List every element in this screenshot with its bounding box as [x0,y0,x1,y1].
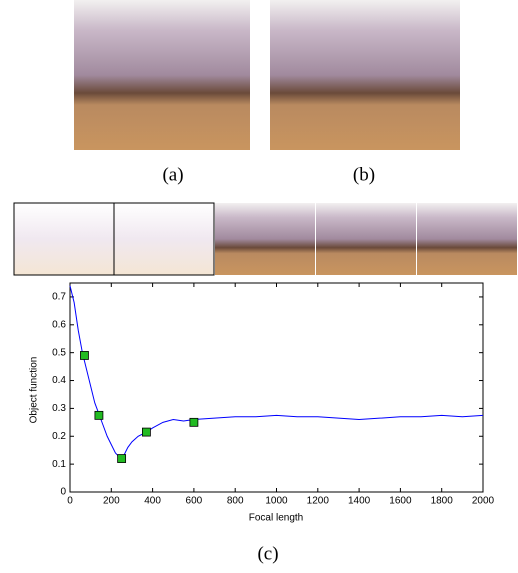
marker [80,351,89,360]
y-tick-label: 0.4 [52,375,66,386]
y-tick-label: 0.3 [52,403,66,414]
marker [117,454,127,463]
x-tick-label: 1400 [348,496,371,507]
x-tick-label: 1600 [389,496,412,507]
y-tick-label: 0.6 [52,319,66,330]
marker [94,410,104,420]
thumbnail [215,203,315,275]
x-tick-label: 2000 [472,496,495,507]
thumbnail [13,202,115,276]
y-tick-label: 0.1 [52,459,66,470]
thumbnail [417,203,517,275]
marker [142,427,151,437]
x-tick-label: 1000 [265,496,288,507]
x-tick-label: 200 [103,496,120,507]
x-tick-label: 1800 [431,496,454,507]
caption-c: (c) [257,543,278,564]
thumbnail [113,202,215,276]
caption-a: (a) [162,164,183,185]
x-tick-label: 800 [227,496,244,507]
axes-box [69,282,484,493]
x-axis-label: Focal length [249,513,303,524]
x-tick-label: 400 [144,496,161,507]
y-tick-label: 0.2 [52,431,66,442]
y-axis-label: Object function [29,357,40,424]
caption-b: (b) [353,164,375,185]
y-tick-label: 0.5 [52,347,66,358]
x-tick-label: 600 [186,496,203,507]
y-tick-label: 0 [60,487,66,498]
marker [189,417,199,427]
x-tick-label: 1200 [307,496,330,507]
photo-a [74,0,250,150]
photo-b [270,0,460,150]
x-tick-label: 0 [67,496,73,507]
curve [69,285,484,460]
y-tick-label: 0.7 [52,292,66,303]
thumbnail [316,203,416,275]
